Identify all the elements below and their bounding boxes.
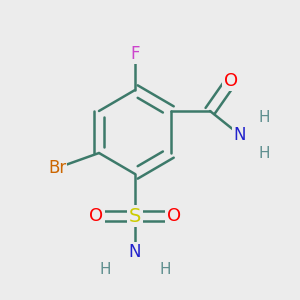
Text: Br: Br bbox=[48, 159, 66, 177]
Text: O: O bbox=[224, 72, 238, 90]
Text: H: H bbox=[258, 146, 270, 160]
Text: H: H bbox=[258, 110, 270, 124]
Text: O: O bbox=[89, 207, 103, 225]
Text: N: N bbox=[129, 243, 141, 261]
Text: S: S bbox=[129, 206, 141, 226]
Text: O: O bbox=[167, 207, 181, 225]
Text: H: H bbox=[159, 262, 171, 278]
Text: N: N bbox=[234, 126, 246, 144]
Text: H: H bbox=[99, 262, 111, 278]
Text: F: F bbox=[130, 45, 140, 63]
